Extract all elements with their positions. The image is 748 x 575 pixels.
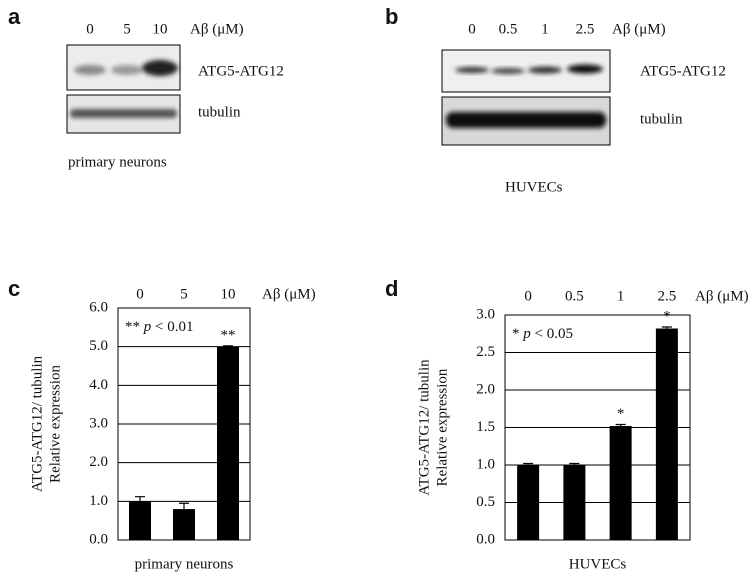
bar xyxy=(609,426,632,540)
y-tick-label: 5.0 xyxy=(89,338,108,354)
y-axis-label: ATG5-ATG12/ tubulin xyxy=(29,355,45,492)
x-tick-label: 1 xyxy=(617,288,625,304)
band-label: tubulin xyxy=(198,104,241,120)
panel-label: a xyxy=(8,4,21,29)
annotation-part: < 0.01 xyxy=(155,319,193,335)
y-axis-label: Relative expression xyxy=(434,368,450,486)
x-axis-label: HUVECs xyxy=(569,556,627,572)
band xyxy=(142,60,178,76)
y-tick-label: 2.5 xyxy=(476,344,495,360)
band-label: ATG5-ATG12 xyxy=(640,63,726,79)
lane-label: 0 xyxy=(468,21,476,37)
panel-label: c xyxy=(8,276,20,301)
y-tick-label: 1.0 xyxy=(476,456,495,472)
lane-label: 1 xyxy=(541,21,549,37)
error-bar xyxy=(523,462,534,465)
y-axis-label: Relative expression xyxy=(47,365,63,483)
annotation-part: p xyxy=(143,319,155,335)
y-axis-label: ATG5-ATG12/ tubulin xyxy=(416,359,432,496)
annotation: ** p < 0.01 xyxy=(125,319,193,335)
panel-label: b xyxy=(385,4,398,29)
significance: * xyxy=(617,406,625,422)
lane-label: 0.5 xyxy=(499,21,518,37)
y-tick-label: 1.5 xyxy=(476,419,495,435)
x-axis-label: primary neurons xyxy=(135,556,234,572)
bar xyxy=(173,509,195,540)
band xyxy=(111,65,143,75)
y-tick-label: 3.0 xyxy=(89,415,108,431)
lane-label: 5 xyxy=(123,21,131,37)
band xyxy=(446,112,606,128)
band xyxy=(455,67,489,73)
bar xyxy=(655,328,678,540)
significance: ** xyxy=(221,327,236,343)
y-tick-label: 4.0 xyxy=(89,377,108,393)
unit-label: Aβ (μM) xyxy=(190,21,244,37)
lane-label: 0 xyxy=(86,21,94,37)
significance: * xyxy=(663,308,671,324)
band xyxy=(491,68,525,74)
bar xyxy=(517,465,540,540)
bar xyxy=(563,465,586,540)
bar xyxy=(217,346,239,540)
error-bar xyxy=(569,462,580,465)
unit-label: Aβ (μM) xyxy=(695,288,748,304)
band-label: ATG5-ATG12 xyxy=(198,63,284,79)
panel-label: d xyxy=(385,276,398,301)
y-tick-label: 2.0 xyxy=(89,454,108,470)
lane-label: 2.5 xyxy=(576,21,595,37)
band-label: tubulin xyxy=(640,111,683,127)
x-tick-label: 0 xyxy=(136,286,144,302)
unit-label: Aβ (μM) xyxy=(262,286,316,302)
band xyxy=(567,64,603,74)
band xyxy=(528,66,562,74)
error-bar xyxy=(223,345,233,347)
error-bar xyxy=(179,502,189,510)
unit-label: Aβ (μM) xyxy=(612,21,666,37)
y-tick-label: 6.0 xyxy=(89,299,108,315)
caption: primary neurons xyxy=(68,154,167,170)
y-tick-label: 1.0 xyxy=(89,493,108,509)
y-tick-label: 0.0 xyxy=(476,531,495,547)
plot-frame xyxy=(504,314,691,541)
bar xyxy=(129,501,151,540)
caption: HUVECs xyxy=(505,179,563,195)
error-bar xyxy=(615,423,626,426)
y-tick-label: 0.5 xyxy=(476,494,495,510)
annotation-part: < 0.05 xyxy=(535,326,573,342)
x-tick-label: 0.5 xyxy=(565,288,584,304)
x-tick-label: 10 xyxy=(221,286,236,302)
x-tick-label: 5 xyxy=(180,286,188,302)
band xyxy=(70,109,177,118)
band xyxy=(74,65,106,75)
lane-label: 10 xyxy=(153,21,168,37)
y-tick-label: 3.0 xyxy=(476,306,495,322)
x-tick-label: 2.5 xyxy=(658,288,677,304)
annotation-part: ** xyxy=(125,319,144,335)
annotation-part: * xyxy=(512,326,523,342)
error-bar xyxy=(661,326,672,329)
annotation: * p < 0.05 xyxy=(512,326,573,342)
annotation-part: p xyxy=(522,326,534,342)
y-tick-label: 0.0 xyxy=(89,531,108,547)
error-bar xyxy=(135,496,145,502)
x-tick-label: 0 xyxy=(524,288,532,304)
y-tick-label: 2.0 xyxy=(476,381,495,397)
